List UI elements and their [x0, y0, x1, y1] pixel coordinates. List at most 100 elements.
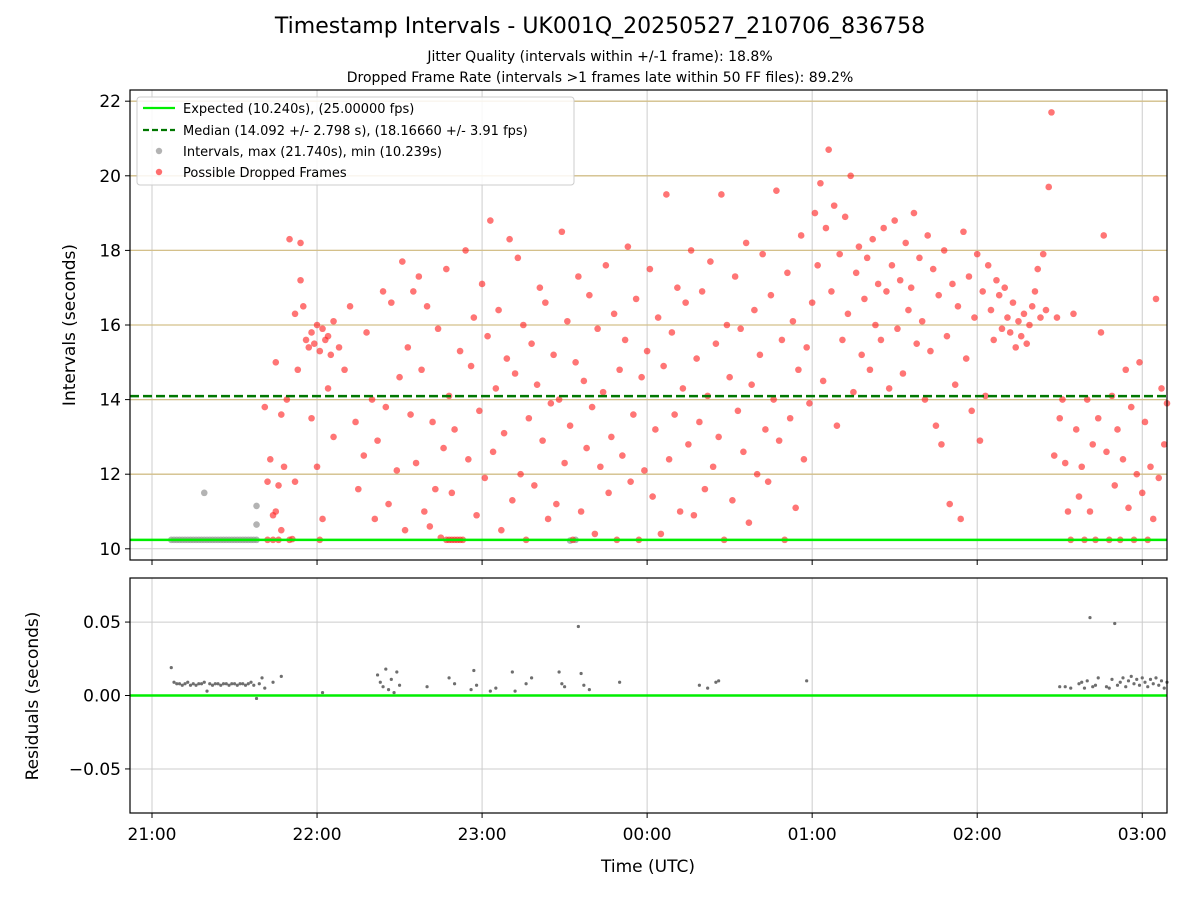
dropped-frame-point [671, 411, 678, 418]
interval-point [200, 489, 208, 497]
dropped-frame-point [564, 317, 571, 325]
dropped-frame-point [690, 511, 698, 519]
residual-point [560, 682, 564, 686]
residual-point [510, 670, 514, 674]
dropped-frame-point [280, 463, 288, 471]
dropped-frame-point [778, 336, 786, 344]
dropped-frame-point [355, 485, 362, 493]
dropped-frame-point [591, 530, 599, 538]
residual-point [241, 682, 245, 686]
dropped-frame-point [696, 418, 703, 426]
dropped-frame-point [1072, 426, 1080, 433]
residual-point [697, 683, 701, 687]
residual-point [1132, 682, 1136, 686]
dropped-frame-point [418, 366, 425, 374]
dropped-frame-point [1070, 310, 1077, 318]
top-ytick-label-12: 12 [99, 465, 121, 485]
dropped-frame-point [294, 366, 302, 374]
dropped-frame-point [470, 314, 478, 321]
residual-point [805, 679, 809, 683]
residual-point [186, 680, 190, 684]
residual-point [224, 682, 228, 686]
residual-point [488, 689, 492, 693]
residual-point [524, 682, 528, 686]
dropped-frame-point [330, 433, 337, 441]
dropped-frame-point [1149, 515, 1157, 523]
legend-median-label: Median (14.092 +/- 2.798 s), (18.16660 +… [183, 124, 528, 139]
dropped-frame-point [822, 224, 830, 232]
dropped-frame-point [803, 344, 810, 351]
residual-point [199, 682, 204, 686]
residual-point [249, 680, 253, 684]
dropped-frame-point [594, 325, 601, 333]
dropped-frame-point [632, 295, 640, 303]
residual-point [216, 682, 220, 686]
dropped-frame-point [313, 321, 321, 329]
dropped-frame-point [885, 385, 893, 392]
dropped-frame-point [943, 332, 951, 340]
top-ytick-label-22: 22 [99, 92, 121, 112]
residual-point [587, 688, 591, 692]
dropped-frame-point [932, 422, 940, 430]
dropped-frame-point [806, 400, 813, 407]
residual-point [202, 680, 206, 684]
dropped-frame-point [665, 455, 673, 463]
dropped-frame-point [1127, 403, 1135, 411]
residual-point [375, 673, 380, 677]
dropped-frame-point [918, 317, 926, 325]
dropped-frame-point [718, 191, 725, 198]
dropped-frame-point [795, 366, 802, 374]
dropped-frame-point [341, 366, 348, 374]
residual-point [197, 682, 201, 686]
dropped-frame-point [572, 359, 579, 366]
dropped-frame-point [748, 381, 755, 388]
dropped-frame-point [264, 478, 271, 485]
residual-point [194, 683, 198, 687]
residual-point [230, 682, 234, 686]
dropped-frame-point [698, 288, 706, 295]
dropped-frame-point [1122, 366, 1130, 374]
dropped-frame-point [839, 336, 846, 344]
dropped-frame-point [316, 347, 324, 355]
dropped-frame-point [503, 355, 511, 362]
dropped-frame-point [291, 310, 299, 318]
dropped-frame-point [663, 191, 670, 198]
dropped-frame-point [866, 366, 874, 374]
dropped-frame-point [525, 414, 533, 422]
residual-point [219, 683, 223, 687]
dropped-frame-point [1114, 426, 1121, 433]
dropped-frame-point [764, 478, 772, 485]
dropped-frame-point [1042, 306, 1050, 314]
dropped-frame-point [998, 325, 1006, 333]
top-ytick-label-10: 10 [99, 540, 121, 560]
residual-point [452, 682, 457, 686]
residual-point [320, 690, 325, 695]
residual-point [246, 682, 250, 686]
dropped-frame-point [539, 437, 546, 444]
dropped-frame-point [509, 497, 516, 504]
dropped-frame-point [652, 426, 659, 433]
dropped-frame-point [440, 444, 447, 452]
dropped-frame-point [729, 497, 736, 504]
dropped-frame-point [605, 489, 612, 497]
residual-point [238, 682, 242, 686]
legend-dropped-swatch [155, 168, 163, 176]
residual-point [1129, 674, 1133, 679]
residual-point [271, 680, 275, 684]
dropped-frame-point [1078, 463, 1086, 471]
dropped-frame-point [701, 485, 709, 493]
dropped-frame-point [415, 273, 423, 280]
dropped-frame-point [1039, 250, 1047, 258]
residual-point [397, 683, 402, 687]
dropped-frame-point [412, 459, 420, 467]
dropped-frame-point [514, 254, 522, 262]
dropped-frame-point [751, 306, 758, 314]
residual-point [227, 683, 231, 687]
dropped-frame-point [858, 351, 865, 359]
bottom-xtick-label-02:00: 02:00 [953, 825, 1002, 845]
residual-point [188, 683, 193, 687]
residual-point [447, 676, 451, 680]
dropped-frame-point [401, 526, 409, 534]
interval-point [253, 521, 260, 528]
dropped-frame-point [352, 418, 359, 426]
